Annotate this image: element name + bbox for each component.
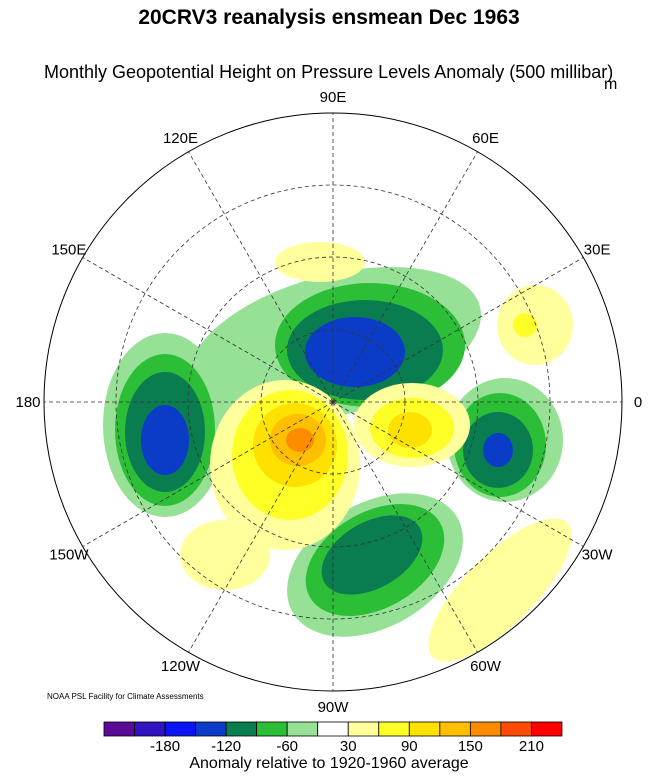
meridian-line bbox=[188, 401, 334, 653]
credit-text: NOAA PSL Facility for Climate Assessment… bbox=[47, 692, 204, 701]
colorbar-tick-label: -60 bbox=[276, 738, 299, 755]
latitude-circle bbox=[187, 256, 479, 548]
longitude-label: 120W bbox=[161, 658, 201, 675]
map-border bbox=[43, 112, 623, 692]
longitude-label: 30E bbox=[584, 242, 611, 259]
longitude-label: 120E bbox=[163, 130, 198, 147]
meridian-line bbox=[188, 151, 334, 403]
meridian-line bbox=[332, 257, 584, 403]
longitude-label: 60W bbox=[470, 658, 502, 675]
colorbar-tick-label: -120 bbox=[211, 738, 242, 755]
figure-title: 20CRV3 reanalysis ensmean Dec 1963 bbox=[138, 6, 520, 29]
colorbar-tick-label: 30 bbox=[339, 738, 357, 755]
meridian-line bbox=[332, 151, 478, 403]
graticule bbox=[44, 113, 622, 691]
meridian-line bbox=[82, 401, 334, 547]
longitude-label: 150W bbox=[49, 547, 89, 564]
longitude-labels: 90E 60E 30E 0 30W 60W 90W 120W 150W 180 150E 120E bbox=[15, 89, 642, 716]
anomaly-field bbox=[103, 242, 573, 662]
longitude-label: 0 bbox=[634, 394, 642, 411]
meridian-line bbox=[332, 401, 584, 547]
colorbar-tick-label: 90 bbox=[400, 738, 418, 755]
longitude-label: 90W bbox=[318, 699, 350, 716]
longitude-label: 180 bbox=[15, 394, 40, 411]
colorbar-tick-label: 150 bbox=[457, 738, 483, 755]
colorbar-tick-label: -180 bbox=[150, 738, 181, 755]
longitude-label: 90E bbox=[320, 89, 347, 106]
meridian-line bbox=[82, 257, 334, 403]
longitude-label: 30W bbox=[582, 547, 614, 564]
figure-subtitle: Monthly Geopotential Height on Pressure … bbox=[44, 62, 614, 82]
colorbar-title: Anomaly relative to 1920-1960 average bbox=[189, 755, 469, 772]
longitude-label: 150E bbox=[51, 242, 86, 259]
meridian-line bbox=[332, 401, 478, 653]
colorbar-tick-label: 210 bbox=[518, 738, 544, 755]
units-label: m bbox=[604, 76, 618, 93]
longitude-label: 60E bbox=[472, 130, 499, 147]
